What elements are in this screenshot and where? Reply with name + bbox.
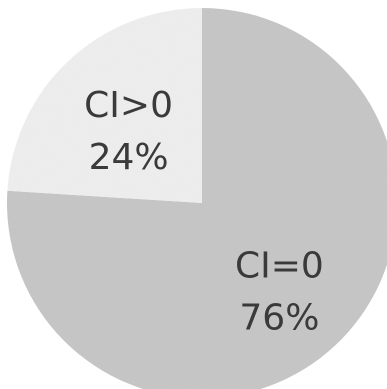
pie-slices [7,8,387,389]
slice-label-0: CI=0 [235,245,324,286]
pie-slice-ci-equals-0 [7,8,387,389]
slice-percent-0: 76% [239,297,319,338]
pie-labels: CI=0 76% CI>0 24% [84,85,324,339]
slice-percent-1: 24% [89,137,169,178]
slice-label-1: CI>0 [84,85,173,126]
pie-slice-ci-greater-0 [7,8,203,203]
